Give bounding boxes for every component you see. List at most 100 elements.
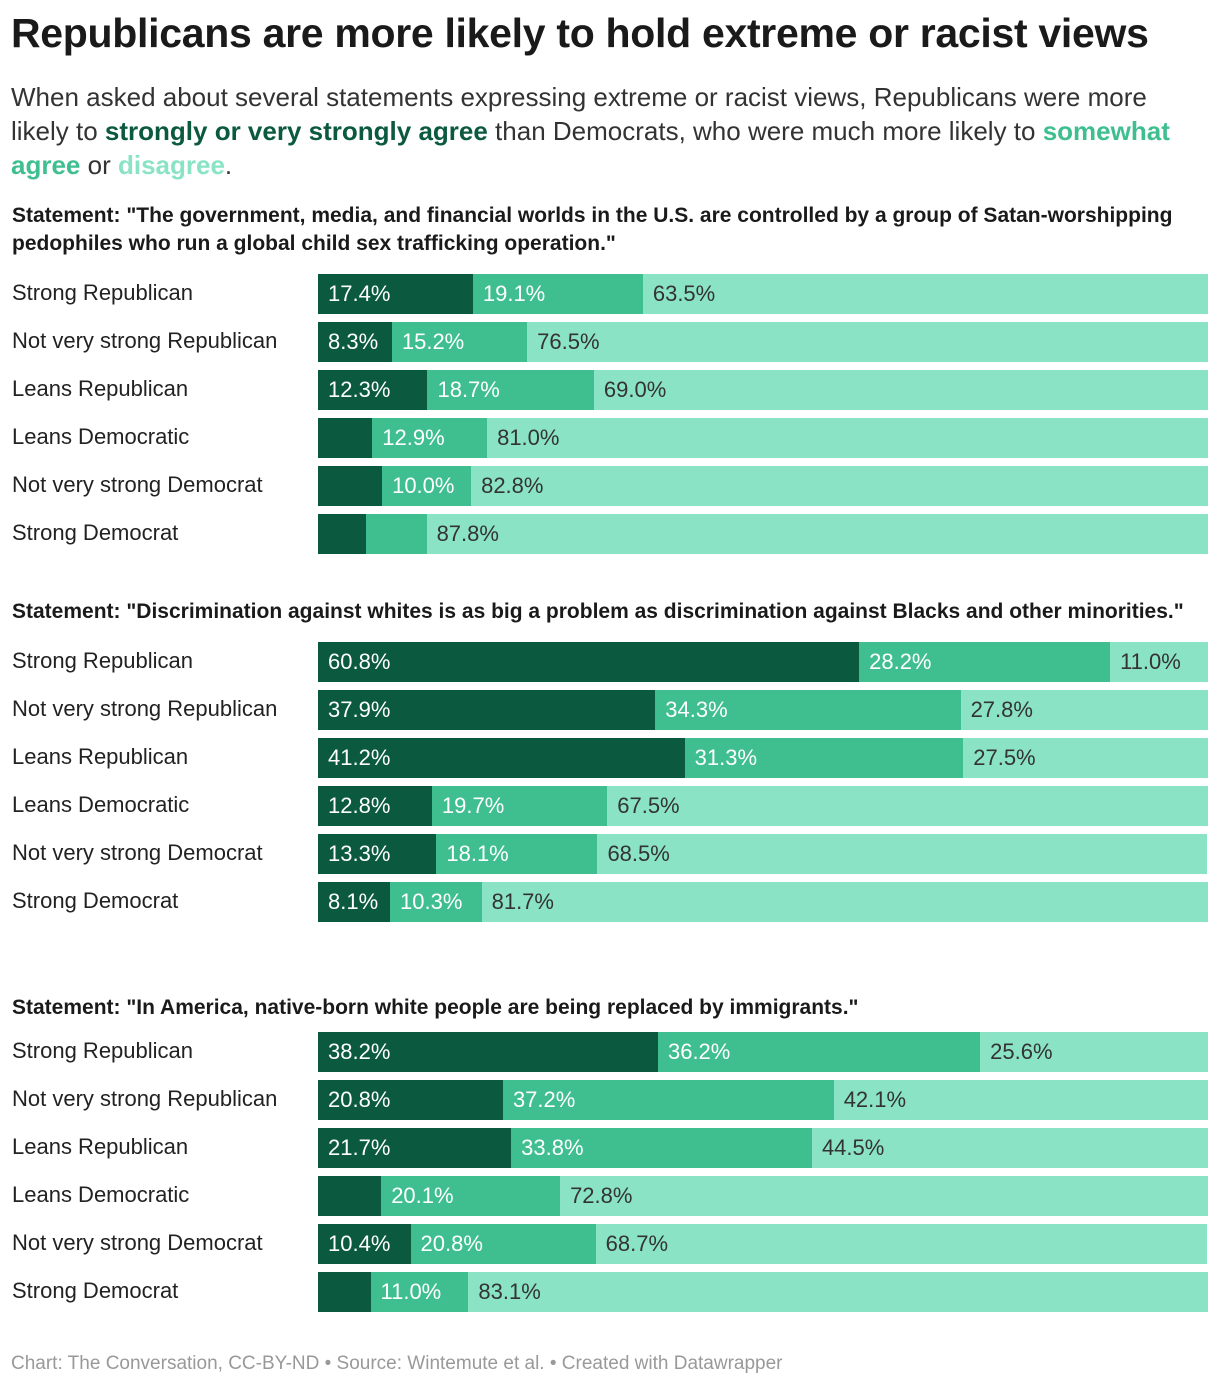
stacked-bar: 12.3% 18.7% 69.0% (318, 370, 1208, 410)
row-label: Strong Democrat (12, 1278, 179, 1303)
disagree-segment: 68.7% (595, 1224, 1208, 1264)
row-label: Not very strong Republican (12, 696, 278, 721)
stacked-bar: 10.0% 82.8% (318, 466, 1208, 506)
strongly-agree-segment: 12.3% (318, 370, 428, 410)
chart-discrimination: Statement: "Discrimination against white… (0, 598, 1220, 930)
somewhat-agree-segment: 20.8% (410, 1224, 596, 1264)
row-label: Leans Republican (12, 1134, 189, 1159)
footer-credits: Chart: The Conversation, CC-BY-ND • Sour… (11, 1353, 783, 1374)
somewhat-agree-segment: 15.2% (391, 322, 528, 362)
row-label: Strong Republican (12, 648, 194, 673)
row-label: Leans Democratic (12, 792, 190, 817)
stacked-bar: 37.9% 34.3% 27.8% (318, 690, 1208, 730)
stacked-bar: 20.8% 37.2% 42.1% (318, 1080, 1208, 1120)
somewhat-agree-segment: 10.0% (382, 466, 472, 506)
strongly-agree-segment: 60.8% (318, 642, 860, 682)
legend-disagree: disagree (117, 150, 225, 180)
disagree-segment: 44.5% (811, 1128, 1208, 1168)
bar-row: Not very strong Democrat 10.4% 20.8% 68.7% (0, 1224, 1220, 1272)
bar-row: Leans Democratic 12.8% 19.7% 67.5% (0, 786, 1220, 834)
disagree-segment: 25.6% (980, 1032, 1208, 1072)
strongly-agree-segment: 21.7% (318, 1128, 512, 1168)
stacked-bar: 17.4% 19.1% 63.5% (318, 274, 1208, 314)
disagree-segment: 81.0% (487, 418, 1208, 458)
strongly-agree-segment: 8.3% (318, 322, 392, 362)
row-label: Not very strong Republican (12, 1086, 278, 1111)
stacked-bar: 13.3% 18.1% 68.5% (318, 834, 1208, 874)
disagree-segment: 42.1% (833, 1080, 1208, 1120)
strongly-agree-segment (318, 466, 383, 506)
strongly-agree-segment: 12.8% (318, 786, 432, 826)
bar-row: Strong Republican 60.8% 28.2% 11.0% (0, 642, 1220, 690)
chart-replacement: Statement: "In America, native-born whit… (0, 994, 1220, 1320)
stacked-bar: 12.8% 19.7% 67.5% (318, 786, 1208, 826)
subtitle-text: than Democrats, who were much more likel… (487, 116, 1043, 146)
disagree-segment: 27.5% (963, 738, 1208, 778)
bar-row: Strong Democrat 11.0% 83.1% (0, 1272, 1220, 1320)
row-label: Strong Republican (12, 1038, 194, 1063)
somewhat-agree-segment: 20.1% (381, 1176, 561, 1216)
disagree-segment: 83.1% (468, 1272, 1208, 1312)
strongly-agree-segment: 10.4% (318, 1224, 411, 1264)
bar-row: Not very strong Republican 8.3% 15.2% 76.5% (0, 322, 1220, 370)
strongly-agree-segment: 20.8% (318, 1080, 503, 1120)
bar-row: Leans Republican 41.2% 31.3% 27.5% (0, 738, 1220, 786)
stacked-bar: 20.1% 72.8% (318, 1176, 1208, 1216)
somewhat-agree-segment: 28.2% (859, 642, 1111, 682)
disagree-segment: 68.5% (597, 834, 1208, 874)
row-label: Not very strong Democrat (12, 1230, 263, 1255)
disagree-segment: 69.0% (593, 370, 1208, 410)
somewhat-agree-segment: 34.3% (655, 690, 961, 730)
bar-row: Leans Democratic 12.9% 81.0% (0, 418, 1220, 466)
disagree-segment: 63.5% (642, 274, 1208, 314)
strongly-agree-segment (318, 1176, 382, 1216)
stacked-bar: 21.7% 33.8% 44.5% (318, 1128, 1208, 1168)
row-label: Leans Republican (12, 376, 189, 401)
stacked-bar: 11.0% 83.1% (318, 1272, 1208, 1312)
chart-title: Republicans are more likely to hold extr… (11, 10, 1149, 56)
statement-title: Statement: "The government, media, and f… (12, 204, 1173, 255)
bar-row: Not very strong Democrat 13.3% 18.1% 68.5% (0, 834, 1220, 882)
bar-row: Not very strong Democrat 10.0% 82.8% (0, 466, 1220, 514)
legend-somewhat-agree: somewhat agree (11, 116, 1170, 180)
strongly-agree-segment: 17.4% (318, 274, 473, 314)
chart-qanon: Statement: "The government, media, and f… (0, 202, 1220, 562)
bar-row: Leans Republican 12.3% 18.7% 69.0% (0, 370, 1220, 418)
disagree-segment: 11.0% (1110, 642, 1208, 682)
bar-row: Leans Democratic 20.1% 72.8% (0, 1176, 1220, 1224)
somewhat-agree-segment (366, 514, 427, 554)
stacked-bar: 8.3% 15.2% 76.5% (318, 322, 1208, 362)
disagree-segment: 82.8% (471, 466, 1208, 506)
disagree-segment: 72.8% (560, 1176, 1208, 1216)
strongly-agree-segment: 37.9% (318, 690, 656, 730)
stacked-bar: 38.2% 36.2% 25.6% (318, 1032, 1208, 1072)
somewhat-agree-segment: 18.7% (427, 370, 594, 410)
somewhat-agree-segment: 36.2% (657, 1032, 981, 1072)
row-label: Strong Republican (12, 280, 194, 305)
bar-row: Not very strong Republican 37.9% 34.3% 27.8… (0, 690, 1220, 738)
somewhat-agree-segment: 33.8% (511, 1128, 812, 1168)
disagree-segment: 87.8% (426, 514, 1208, 554)
legend-strongly-agree: strongly or very strongly agree (104, 116, 488, 146)
subtitle-text: or (80, 150, 118, 180)
bar-row: Strong Republican 38.2% 36.2% 25.6% (0, 1032, 1220, 1080)
somewhat-agree-segment: 19.1% (472, 274, 643, 314)
stacked-bar: 41.2% 31.3% 27.5% (318, 738, 1208, 778)
somewhat-agree-segment: 37.2% (502, 1080, 834, 1120)
disagree-segment: 27.8% (960, 690, 1208, 730)
stacked-bar: 10.4% 20.8% 68.7% (318, 1224, 1208, 1264)
strongly-agree-segment (318, 418, 373, 458)
strongly-agree-segment: 8.1% (318, 882, 391, 922)
strongly-agree-segment: 38.2% (318, 1032, 658, 1072)
disagree-segment: 76.5% (527, 322, 1208, 362)
somewhat-agree-segment: 19.7% (431, 786, 608, 826)
somewhat-agree-segment: 10.3% (390, 882, 482, 922)
row-label: Leans Republican (12, 744, 189, 769)
strongly-agree-segment (318, 514, 367, 554)
stacked-bar: 12.9% 81.0% (318, 418, 1208, 458)
somewhat-agree-segment: 11.0% (370, 1272, 469, 1312)
subtitle-text: When asked about several statements expr… (11, 82, 1147, 146)
row-label: Strong Democrat (12, 888, 179, 913)
row-label: Not very strong Republican (12, 328, 278, 353)
strongly-agree-segment (318, 1272, 371, 1312)
